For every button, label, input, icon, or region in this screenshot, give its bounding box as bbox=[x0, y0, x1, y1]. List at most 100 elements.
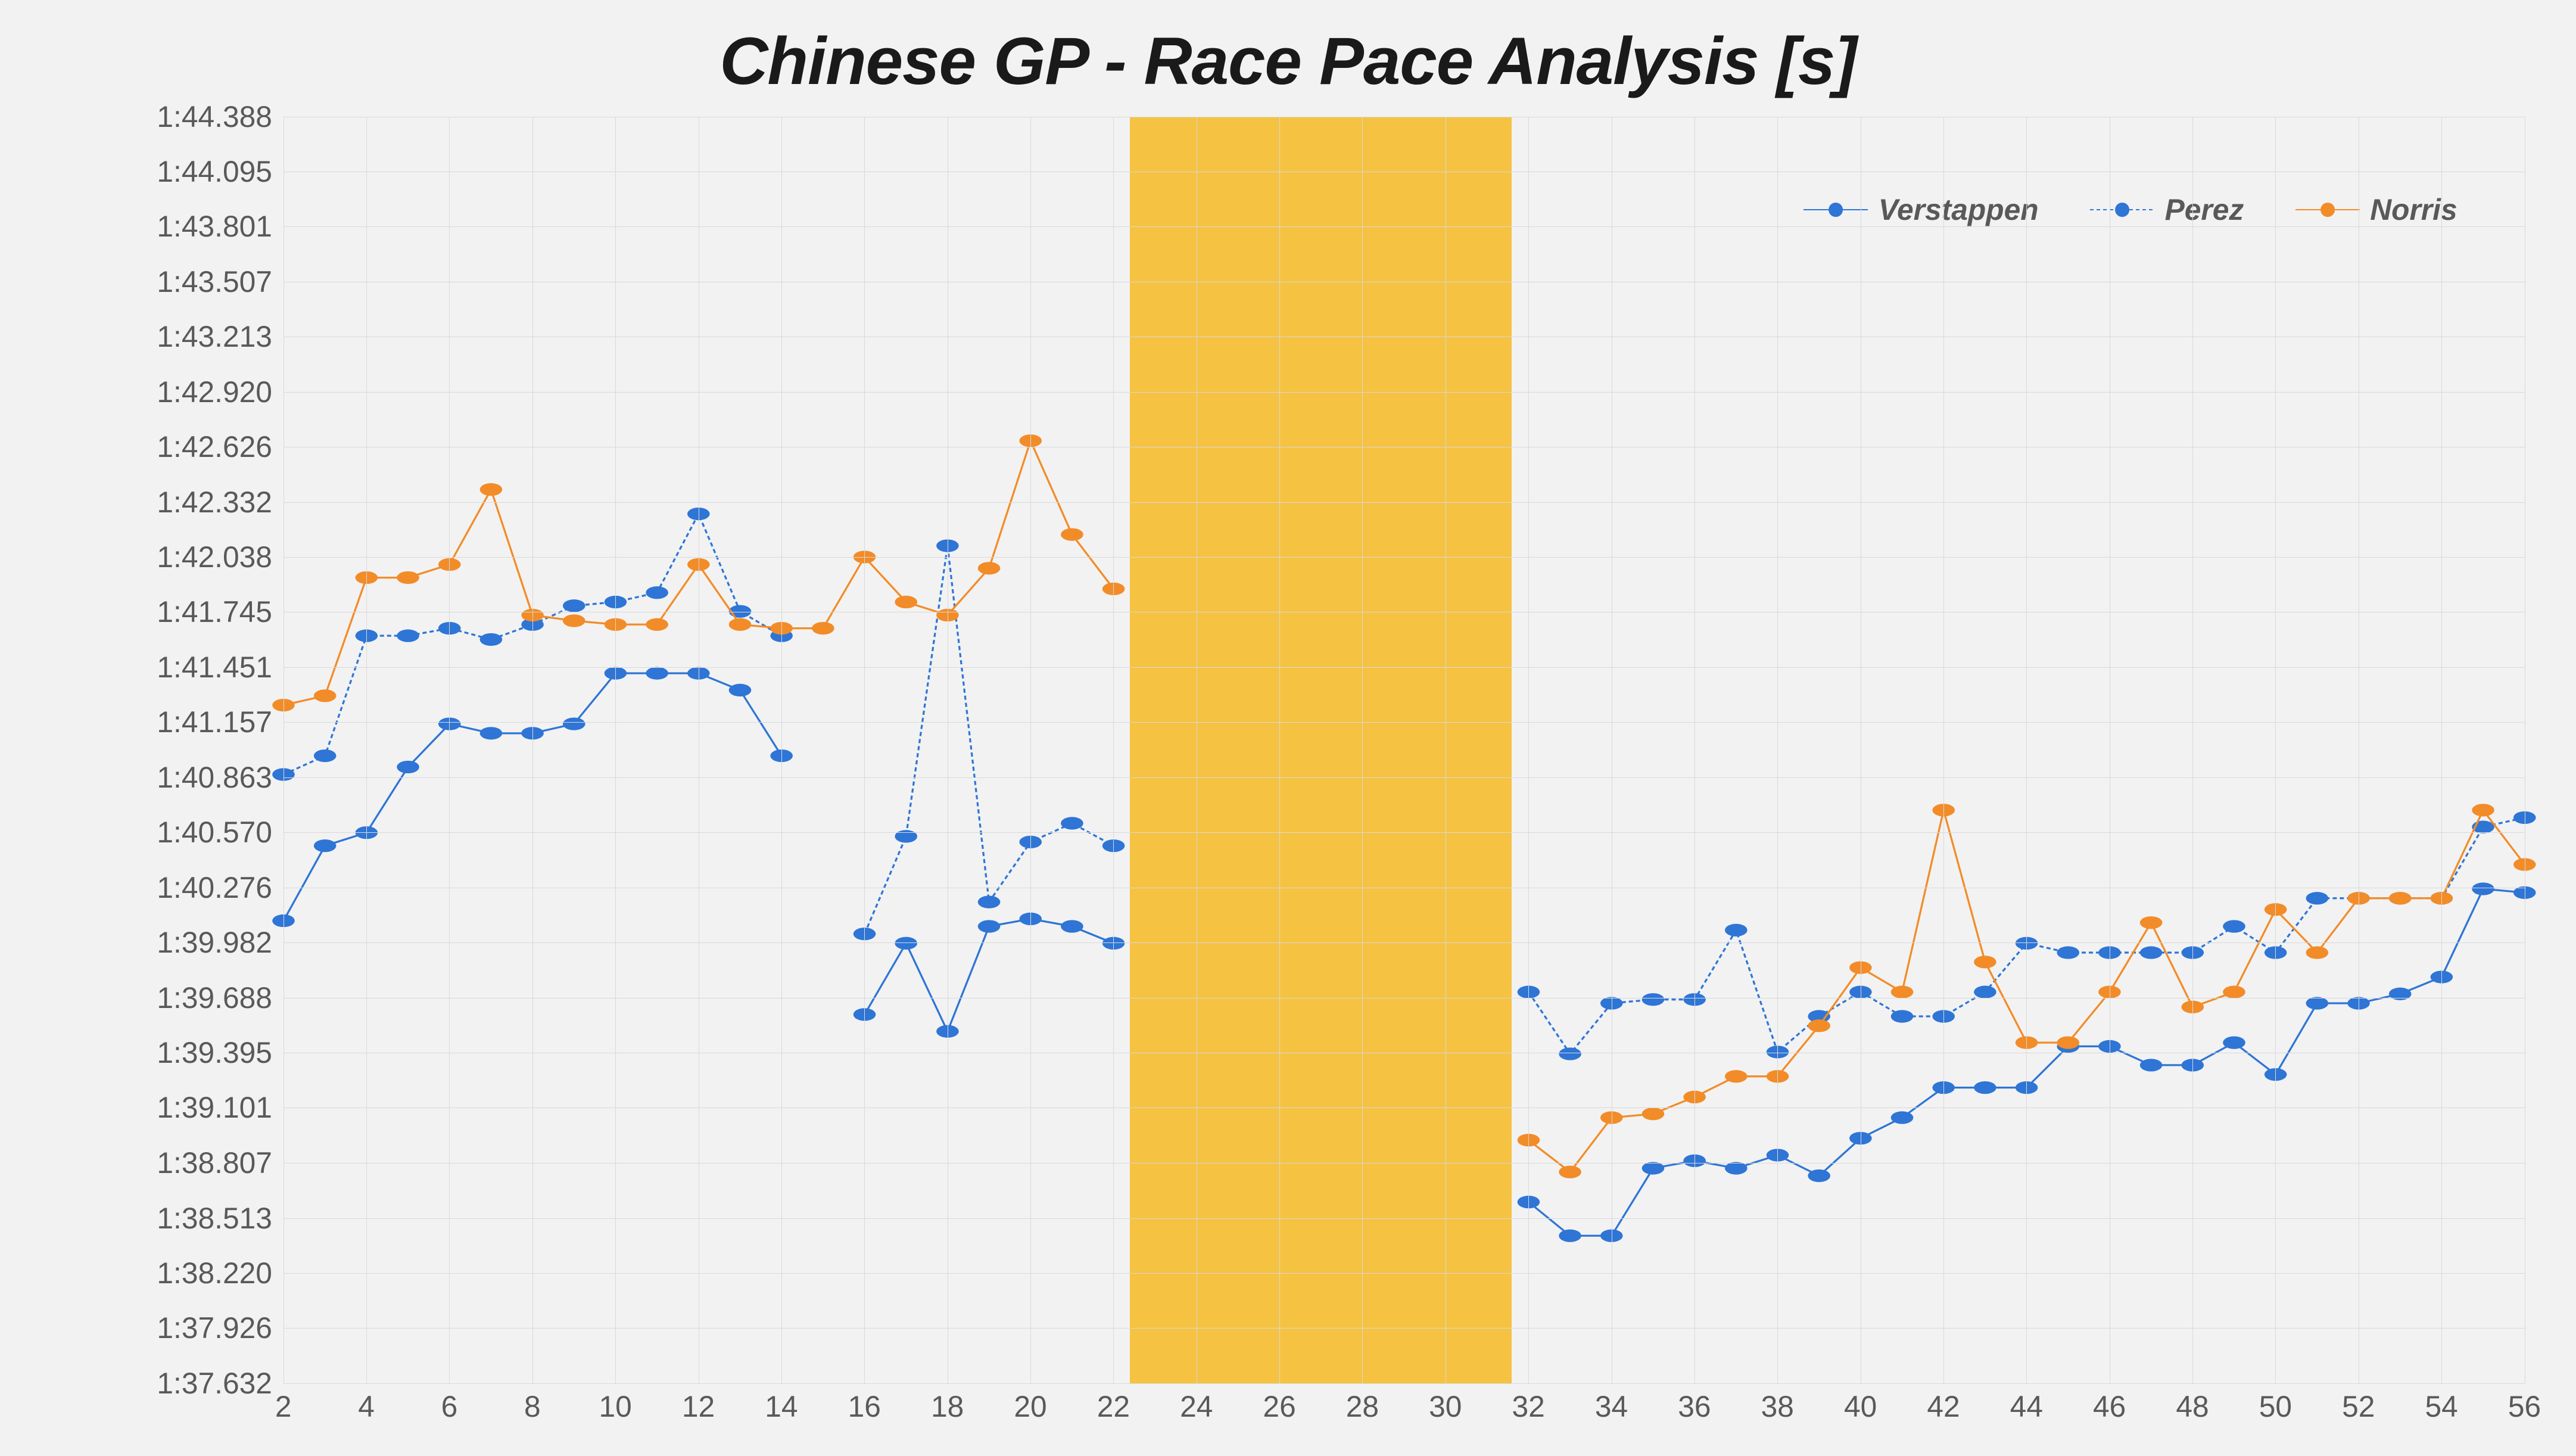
chart-title: Chinese GP - Race Pace Analysis [s] bbox=[0, 22, 2576, 99]
x-axis-label: 4 bbox=[358, 1389, 375, 1424]
gridline-horizontal bbox=[284, 392, 2525, 393]
series-marker-norris bbox=[812, 621, 834, 634]
series-marker-verstappen bbox=[2472, 882, 2494, 895]
series-marker-norris bbox=[314, 689, 337, 702]
y-axis-label: 1:37.632 bbox=[157, 1366, 272, 1401]
gridline-horizontal bbox=[284, 777, 2525, 778]
y-axis-label: 1:42.038 bbox=[157, 540, 272, 574]
series-marker-verstappen bbox=[646, 667, 668, 679]
gridline-vertical bbox=[1279, 117, 1280, 1383]
series-marker-verstappen bbox=[1641, 1162, 1664, 1174]
y-axis-label: 1:41.451 bbox=[157, 650, 272, 685]
x-axis-label: 14 bbox=[765, 1389, 798, 1424]
y-axis-label: 1:43.213 bbox=[157, 319, 272, 354]
x-axis-label: 40 bbox=[1844, 1389, 1877, 1424]
y-axis-label: 1:39.982 bbox=[157, 925, 272, 960]
series-marker-verstappen bbox=[563, 717, 585, 730]
x-axis-label: 12 bbox=[682, 1389, 715, 1424]
series-marker-perez bbox=[2223, 920, 2245, 932]
series-marker-perez bbox=[397, 629, 419, 642]
x-axis-label: 30 bbox=[1429, 1389, 1462, 1424]
x-axis-label: 50 bbox=[2259, 1389, 2292, 1424]
gridline-horizontal bbox=[284, 1107, 2525, 1108]
x-axis-label: 10 bbox=[599, 1389, 632, 1424]
gridline-vertical bbox=[2192, 117, 2193, 1383]
x-axis-label: 20 bbox=[1014, 1389, 1046, 1424]
gridline-vertical bbox=[615, 117, 616, 1383]
series-marker-norris bbox=[563, 614, 585, 627]
gridline-horizontal bbox=[284, 667, 2525, 668]
series-marker-norris bbox=[1808, 1019, 1830, 1032]
y-axis-label: 1:39.395 bbox=[157, 1035, 272, 1070]
gridline-vertical bbox=[1362, 117, 1363, 1383]
x-axis-label: 8 bbox=[524, 1389, 541, 1424]
series-marker-perez bbox=[563, 599, 585, 612]
y-axis-label: 1:39.101 bbox=[157, 1090, 272, 1125]
series-marker-verstappen bbox=[1890, 1111, 1913, 1124]
x-axis-label: 52 bbox=[2342, 1389, 2375, 1424]
series-marker-verstappen bbox=[1725, 1162, 1748, 1174]
x-axis-label: 2 bbox=[275, 1389, 292, 1424]
gridline-horizontal bbox=[284, 942, 2525, 943]
gridline-vertical bbox=[2441, 117, 2442, 1383]
gridline-horizontal bbox=[284, 557, 2525, 558]
series-marker-norris bbox=[2306, 946, 2328, 959]
gridline-horizontal bbox=[284, 832, 2525, 833]
gridline-horizontal bbox=[284, 1328, 2525, 1329]
legend-dot-icon bbox=[2115, 203, 2129, 217]
x-axis-label: 26 bbox=[1263, 1389, 1295, 1424]
x-axis-label: 18 bbox=[931, 1389, 964, 1424]
y-axis-label: 1:40.570 bbox=[157, 815, 272, 850]
legend-item-norris: Norris bbox=[2295, 192, 2457, 227]
gridline-horizontal bbox=[284, 1218, 2525, 1219]
gridline-vertical bbox=[449, 117, 450, 1383]
series-marker-verstappen bbox=[2306, 997, 2328, 1009]
series-marker-norris bbox=[479, 483, 502, 496]
series-marker-verstappen bbox=[314, 839, 337, 852]
x-axis-label: 34 bbox=[1595, 1389, 1628, 1424]
x-axis-label: 36 bbox=[1678, 1389, 1711, 1424]
series-marker-perez bbox=[1061, 817, 1083, 829]
x-axis-label: 24 bbox=[1180, 1389, 1213, 1424]
y-axis-label: 1:37.926 bbox=[157, 1311, 272, 1345]
legend-label: Norris bbox=[2370, 192, 2457, 227]
gridline-vertical bbox=[1528, 117, 1529, 1383]
x-axis-label: 48 bbox=[2176, 1389, 2209, 1424]
series-marker-verstappen bbox=[397, 760, 419, 773]
y-axis-label: 1:38.513 bbox=[157, 1201, 272, 1236]
y-axis-label: 1:40.863 bbox=[157, 760, 272, 795]
y-axis-label: 1:41.157 bbox=[157, 705, 272, 739]
series-marker-norris bbox=[2223, 985, 2245, 998]
y-axis-label: 1:43.507 bbox=[157, 265, 272, 299]
series-marker-perez bbox=[1974, 985, 1996, 998]
series-marker-perez bbox=[1890, 1010, 1913, 1022]
x-axis-label: 54 bbox=[2425, 1389, 2457, 1424]
series-marker-perez bbox=[895, 830, 917, 842]
gridline-vertical bbox=[2026, 117, 2027, 1383]
y-axis-label: 1:42.332 bbox=[157, 485, 272, 519]
series-marker-norris bbox=[2140, 916, 2163, 929]
series-marker-perez bbox=[728, 605, 751, 617]
y-axis-label: 1:43.801 bbox=[157, 209, 272, 244]
x-axis-label: 28 bbox=[1346, 1389, 1379, 1424]
series-marker-verstappen bbox=[1808, 1169, 1830, 1181]
x-axis-label: 32 bbox=[1512, 1389, 1545, 1424]
series-marker-norris bbox=[2057, 1036, 2079, 1049]
gridline-vertical bbox=[2275, 117, 2276, 1383]
series-marker-perez bbox=[479, 633, 502, 645]
series-marker-norris bbox=[895, 595, 917, 608]
series-marker-perez bbox=[2306, 892, 2328, 904]
legend-label: Verstappen bbox=[1879, 192, 2039, 227]
series-marker-norris bbox=[1890, 985, 1913, 998]
series-marker-verstappen bbox=[1061, 920, 1083, 932]
y-axis-label: 1:44.095 bbox=[157, 154, 272, 189]
series-marker-norris bbox=[1061, 528, 1083, 540]
series-marker-norris bbox=[1641, 1107, 1664, 1120]
legend: VerstappenPerezNorris bbox=[1803, 192, 2457, 227]
series-marker-perez bbox=[2140, 946, 2163, 959]
series-marker-perez bbox=[978, 895, 1001, 908]
series-marker-verstappen bbox=[728, 683, 751, 696]
series-marker-verstappen bbox=[2223, 1036, 2245, 1049]
series-marker-verstappen bbox=[978, 920, 1001, 932]
legend-line-icon bbox=[2090, 209, 2154, 210]
